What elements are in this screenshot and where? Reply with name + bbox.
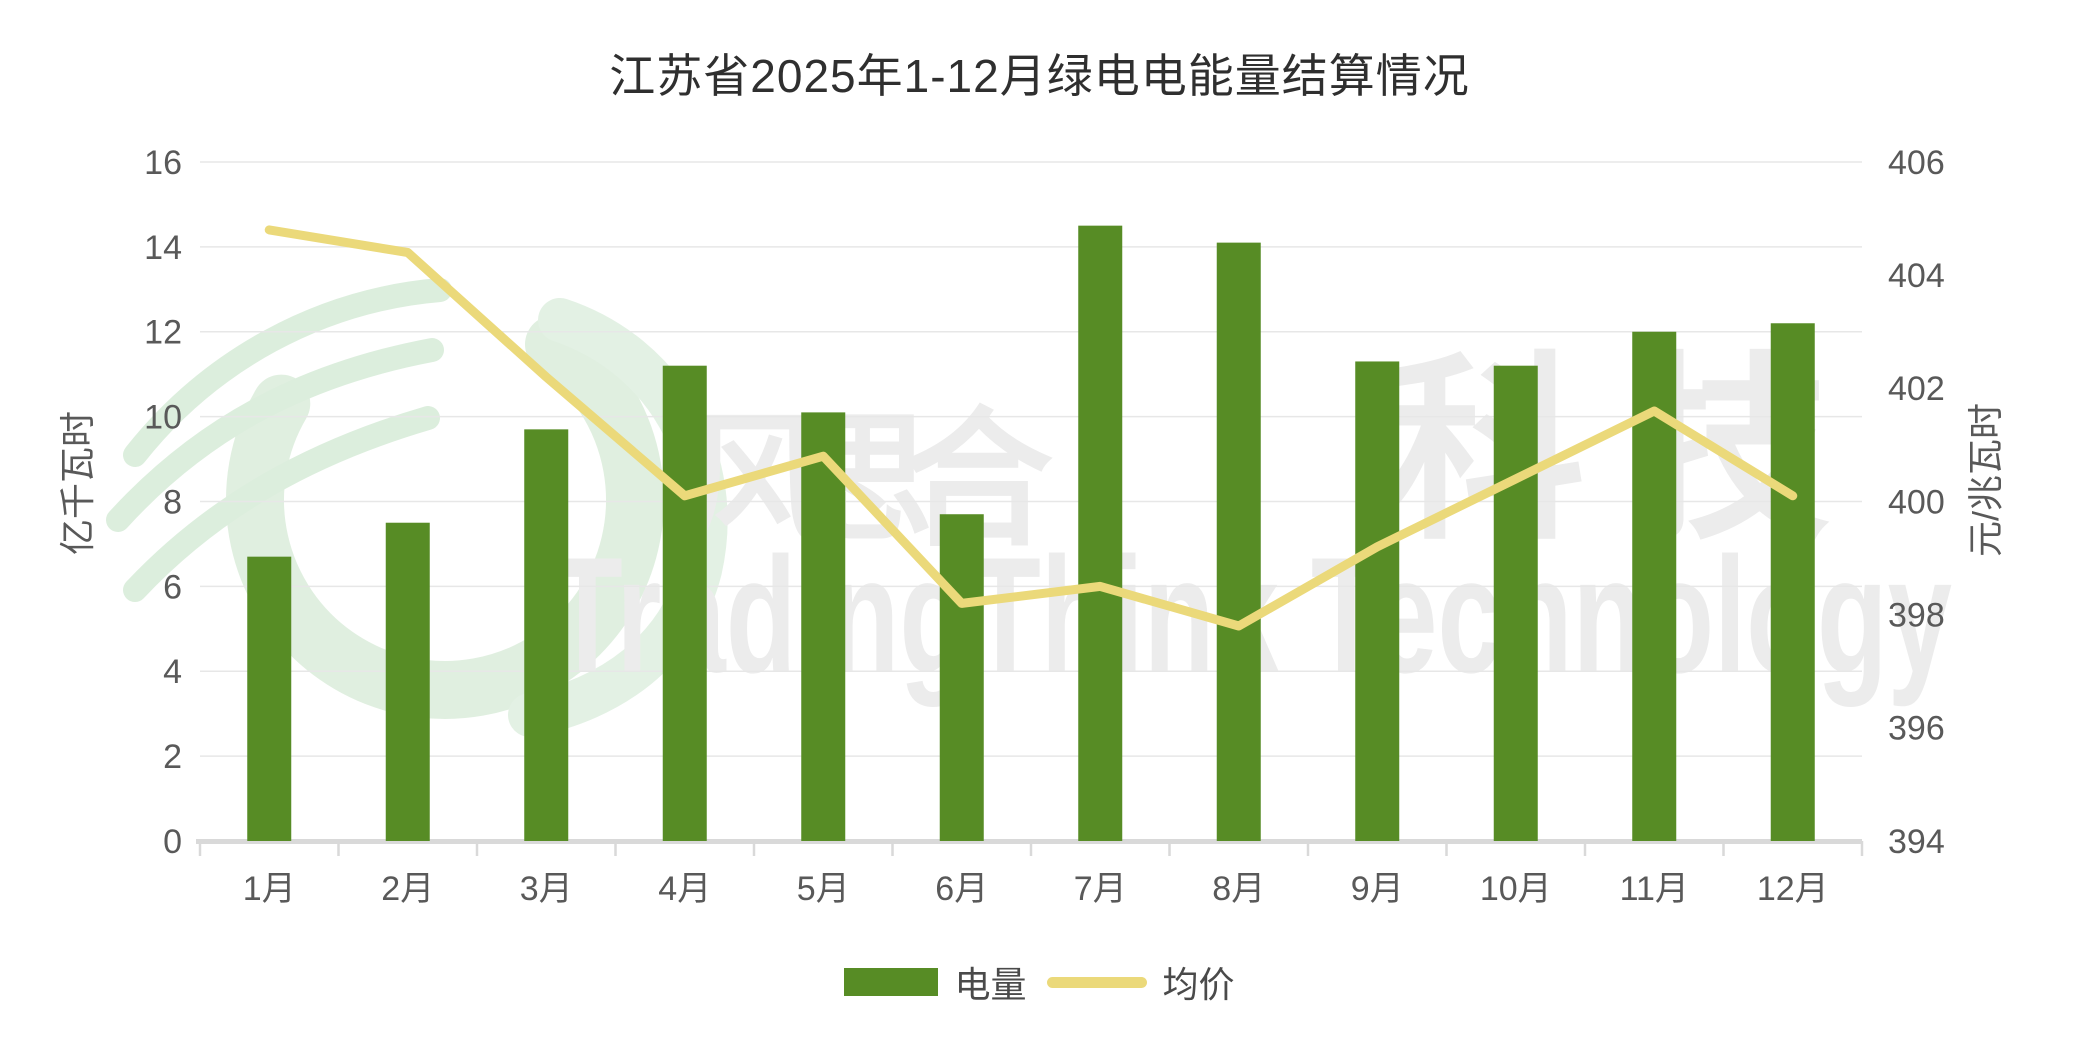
y-right-tick-label: 402 (1888, 370, 1945, 408)
y-left-tick-label: 12 (144, 314, 182, 352)
y-axis-left-labels: 0 2 4 6 8 10 12 14 16 (144, 144, 182, 861)
x-tick-label-5: 5月 (797, 870, 850, 908)
y-right-tick-label: 394 (1888, 823, 1945, 861)
y-left-tick-label: 16 (144, 144, 182, 182)
bar-4月 (662, 365, 707, 841)
x-tick-label-6: 6月 (935, 870, 988, 908)
x-tick-label-11: 11月 (1620, 870, 1689, 908)
x-tick-label-3: 3月 (520, 870, 573, 908)
y-left-tick-label: 4 (163, 653, 182, 691)
legend: 电量 均价 (0, 952, 2079, 1012)
bar-7月 (1078, 225, 1123, 841)
y-axis-right-title: 元/兆瓦时 (1965, 403, 2006, 557)
x-axis-labels: 1月 2月 3月 4月 5月 6月 7月 8月 9月 10月 11月 12月 (243, 870, 1829, 908)
x-tick-label-9: 9月 (1351, 870, 1404, 908)
y-left-tick-label: 10 (144, 399, 182, 437)
line-swatch-icon (1046, 976, 1147, 988)
legend-bar-label: 电量 (954, 964, 1027, 1005)
bar-series (247, 225, 1815, 842)
bar-6月 (939, 514, 984, 841)
bar-8月 (1216, 242, 1261, 842)
y-left-tick-label: 8 (163, 483, 182, 521)
y-left-tick-label: 6 (163, 568, 182, 606)
bar-3月 (524, 429, 569, 841)
legend-line-label: 均价 (1162, 964, 1235, 1005)
y-axis-right-labels: 394 396 398 400 402 404 406 (1888, 144, 1945, 861)
y-axis-left-title: 亿千瓦时 (57, 411, 98, 555)
x-tick-label-8: 8月 (1212, 870, 1265, 908)
y-right-tick-label: 398 (1888, 597, 1945, 635)
y-right-tick-label: 396 (1888, 710, 1945, 748)
bar-12月 (1770, 323, 1815, 841)
y-right-tick-label: 406 (1888, 144, 1945, 182)
chart-title: 江苏省2025年1-12月绿电电能量结算情况 (609, 50, 1470, 102)
bar-9月 (1355, 361, 1400, 841)
x-tick-label-7: 7月 (1074, 870, 1127, 908)
bar-10月 (1493, 365, 1538, 841)
x-tick-label-1: 1月 (243, 870, 296, 908)
x-tick-label-2: 2月 (381, 870, 434, 908)
legend-item-bar[interactable]: 电量 (844, 956, 1027, 1008)
gridlines (200, 161, 1862, 757)
x-tick-label-4: 4月 (658, 870, 711, 908)
y-left-tick-label: 0 (163, 823, 182, 861)
bar-1月 (247, 556, 292, 841)
bar-5月 (801, 412, 846, 841)
y-right-tick-label: 404 (1888, 257, 1945, 295)
y-right-tick-label: 400 (1888, 483, 1945, 521)
price-line (264, 225, 1798, 631)
bar-swatch-icon (844, 968, 939, 996)
legend-item-line[interactable]: 均价 (1046, 956, 1235, 1008)
y-left-tick-label: 14 (144, 229, 182, 267)
x-tick-label-12: 12月 (1757, 870, 1829, 908)
bar-2月 (385, 522, 430, 841)
y-left-tick-label: 2 (163, 738, 182, 776)
x-tick-label-10: 10月 (1480, 870, 1552, 908)
